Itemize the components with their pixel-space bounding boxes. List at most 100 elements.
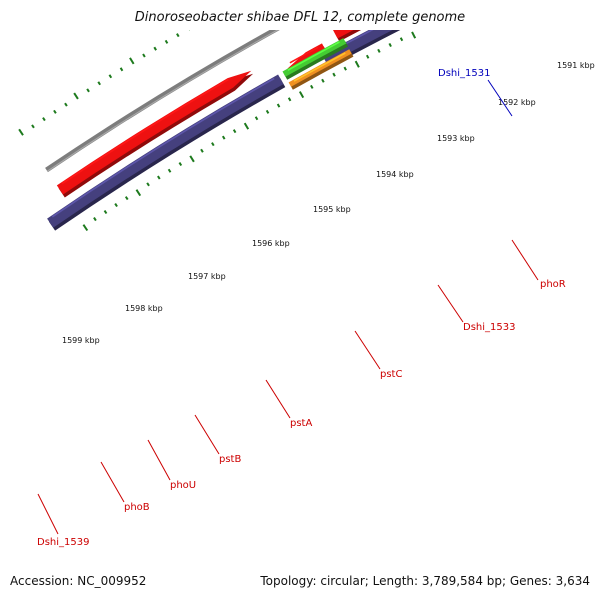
tick-mark bbox=[189, 155, 195, 163]
scale-label-1599: 1599 kbp bbox=[62, 336, 100, 345]
accession-text: Accession: NC_009952 bbox=[10, 574, 147, 588]
leader-line-dshi-1533 bbox=[437, 284, 464, 323]
feature-phob-orange[interactable] bbox=[288, 49, 354, 90]
gene-labels[interactable]: Dshi_1531 phoR Dshi_1533 pstC pstA pstB … bbox=[37, 68, 566, 548]
tick-mark bbox=[232, 129, 237, 134]
gene-label-dshi-1531[interactable]: Dshi_1531 bbox=[438, 68, 490, 79]
tick-mark bbox=[481, 0, 482, 2]
tick-mark bbox=[142, 53, 146, 58]
leader-line-dshi-1539 bbox=[37, 493, 59, 535]
gene-label-dshi-1539[interactable]: Dshi_1539 bbox=[37, 537, 89, 548]
tick-mark bbox=[108, 74, 113, 79]
cds-phou-shadow bbox=[428, 0, 539, 14]
tick-mark bbox=[53, 109, 57, 114]
cds-phou-body[interactable] bbox=[426, 0, 537, 11]
cds-phou[interactable] bbox=[426, 0, 538, 14]
tick-mark bbox=[411, 31, 417, 39]
tick-mark bbox=[31, 124, 35, 129]
tick-mark bbox=[86, 88, 90, 93]
tick-mark bbox=[211, 14, 213, 17]
cds-dshi-1539-gleam bbox=[51, 77, 275, 218]
tick-mark bbox=[129, 57, 135, 65]
scale-label-1597: 1597 kbp bbox=[188, 272, 226, 281]
cds-dshi-1539-body[interactable] bbox=[47, 74, 284, 228]
tick-mark bbox=[254, 116, 259, 121]
tick-mark bbox=[321, 78, 325, 83]
tick-mark bbox=[446, 15, 448, 18]
tick-mark bbox=[153, 46, 157, 51]
scale-label-1598: 1598 kbp bbox=[125, 304, 163, 313]
tick-mark bbox=[135, 189, 142, 197]
tick-mark bbox=[276, 103, 281, 108]
backbone-highlight bbox=[46, 30, 279, 172]
leader-line-dshi-1531 bbox=[487, 79, 513, 117]
tick-mark bbox=[164, 39, 169, 44]
feature-phob-green-body[interactable] bbox=[282, 38, 347, 77]
tick-mark bbox=[176, 33, 180, 38]
gene-label-dshi-1533[interactable]: Dshi_1533 bbox=[463, 322, 515, 333]
gene-dshi-1539-fwd[interactable] bbox=[56, 70, 254, 198]
feature-phob-green[interactable] bbox=[282, 38, 349, 80]
gene-label-phob[interactable]: phoB bbox=[124, 502, 150, 513]
tick-mark bbox=[119, 67, 124, 72]
tick-mark bbox=[365, 54, 370, 59]
feature-track[interactable] bbox=[47, 0, 600, 231]
tick-mark bbox=[458, 9, 460, 12]
tick-mark bbox=[124, 196, 129, 201]
genome-backbone bbox=[45, 30, 280, 173]
map-title: Dinoroseobacter shibae DFL 12, complete … bbox=[134, 10, 466, 25]
gene-phob-fwd-gleam bbox=[289, 46, 319, 64]
tick-mark bbox=[234, 1, 236, 4]
tick-mark bbox=[435, 21, 437, 24]
tick-mark bbox=[73, 92, 79, 100]
label-leader-lines bbox=[37, 79, 539, 535]
tick-mark bbox=[178, 162, 183, 167]
gene-phou-fwd-gleam bbox=[338, 0, 393, 28]
topology-summary-text: Topology: circular; Length: 3,789,584 bp… bbox=[260, 574, 590, 588]
gene-phou-fwd[interactable] bbox=[332, 0, 417, 42]
leader-line-phob bbox=[100, 461, 125, 503]
tick-mark bbox=[221, 135, 226, 140]
scale-label-1593: 1593 kbp bbox=[437, 134, 475, 143]
gene-phob-fwd-body[interactable] bbox=[287, 43, 328, 69]
tick-mark bbox=[377, 48, 381, 53]
tick-mark bbox=[399, 37, 404, 42]
gene-label-pstc[interactable]: pstC bbox=[380, 369, 402, 380]
tick-mark bbox=[200, 148, 204, 153]
tick-mark bbox=[469, 4, 472, 10]
tick-mark bbox=[265, 109, 270, 114]
tick-mark bbox=[82, 224, 89, 232]
scale-label-1591: 1591 kbp bbox=[557, 61, 595, 70]
tick-mark bbox=[310, 84, 314, 89]
gene-label-phor[interactable]: phoR bbox=[540, 279, 566, 290]
feature-phob-green-gleam bbox=[287, 41, 340, 71]
tick-mark bbox=[167, 168, 172, 173]
tick-mark bbox=[188, 30, 191, 31]
leader-line-psta bbox=[265, 379, 291, 419]
tick-mark bbox=[97, 81, 101, 86]
scale-label-1596: 1596 kbp bbox=[252, 239, 290, 248]
tick-mark bbox=[64, 102, 68, 107]
gene-phou-fwd-body[interactable] bbox=[332, 0, 416, 39]
tick-mark bbox=[93, 217, 97, 222]
scale-label-1594: 1594 kbp bbox=[376, 170, 414, 179]
gene-dshi-1539-fwd-shadow bbox=[58, 73, 254, 198]
tick-mark bbox=[114, 203, 118, 208]
tick-mark bbox=[222, 7, 224, 10]
inner-tick-track bbox=[82, 0, 482, 232]
gene-label-pstb[interactable]: pstB bbox=[219, 454, 241, 465]
tick-mark bbox=[243, 122, 250, 130]
tick-mark bbox=[103, 210, 108, 215]
tick-mark bbox=[200, 20, 202, 23]
tick-mark bbox=[18, 128, 24, 136]
gene-label-phou[interactable]: phoU bbox=[170, 480, 196, 491]
backbone-line bbox=[45, 30, 280, 173]
gene-label-psta[interactable]: pstA bbox=[290, 418, 312, 429]
gene-dshi-1539-fwd-body[interactable] bbox=[56, 70, 252, 195]
cds-dshi-1539[interactable] bbox=[47, 74, 286, 231]
tick-mark bbox=[298, 91, 305, 99]
tick-mark bbox=[354, 60, 360, 68]
tick-mark bbox=[157, 175, 161, 180]
leader-line-phor bbox=[511, 239, 539, 281]
